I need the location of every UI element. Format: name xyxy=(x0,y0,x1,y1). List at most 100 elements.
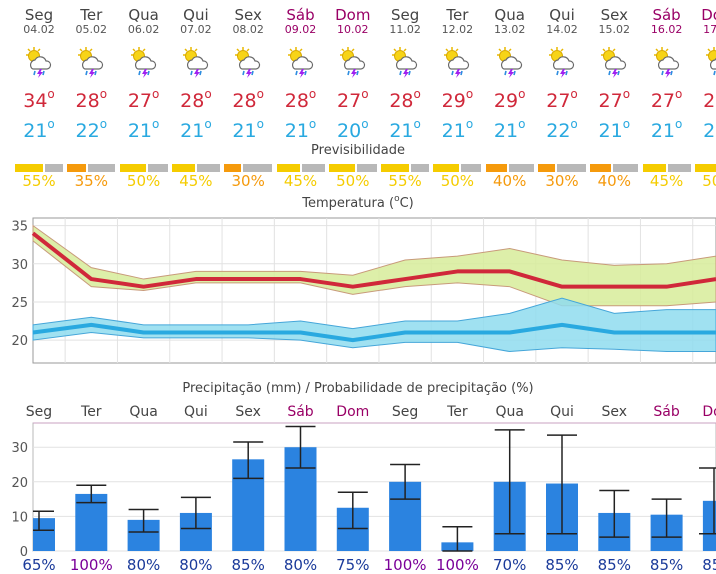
min-temperature: 21o xyxy=(484,117,536,142)
predictability-rest xyxy=(508,164,534,172)
degree-sign: o xyxy=(675,87,683,101)
predictability-fill xyxy=(224,164,242,172)
predictability-percent: 40% xyxy=(597,172,631,190)
day-name: Dom xyxy=(701,6,716,24)
temperature-min-line xyxy=(32,322,716,343)
predictability-bar xyxy=(381,164,430,172)
degree-sign: o xyxy=(622,117,631,131)
degree-sign: o xyxy=(308,117,317,131)
sun-cloud-rain-thunder-icon xyxy=(703,46,716,78)
degree-sign: o xyxy=(204,117,212,131)
y-tick-label: 20 xyxy=(11,334,28,349)
degree-sign: o xyxy=(570,117,578,131)
min-temperature-value: 22 xyxy=(75,120,100,142)
predictability-rest xyxy=(196,164,220,172)
predictability-fill xyxy=(119,164,146,172)
predictability-bar xyxy=(328,164,377,172)
precipitation-probability: 80% xyxy=(179,556,213,574)
precipitation-day-label: Dom xyxy=(336,404,370,420)
min-temperature-value: 21 xyxy=(650,120,676,142)
max-temperature-value: 27 xyxy=(650,90,676,112)
max-temperature-value: 28 xyxy=(232,90,257,112)
predictability-fill xyxy=(67,164,87,172)
sun-cloud-rain-thunder-icon xyxy=(23,46,55,78)
degree-sign: o xyxy=(675,117,683,131)
max-temperature-value: 28 xyxy=(389,90,414,112)
predictability-percent: 50% xyxy=(336,172,370,190)
precipitation-probability: 100% xyxy=(435,556,479,574)
min-temperature-value: 22 xyxy=(546,120,571,142)
predictability-rest xyxy=(356,164,377,172)
temperature-title: Temperatura (oC) xyxy=(302,194,414,211)
day-header: Qua 13.02 xyxy=(484,6,536,37)
max-temperature: 28o xyxy=(275,87,327,112)
day-date: 08.02 xyxy=(232,23,264,36)
y-tick-label: 35 xyxy=(11,220,28,235)
max-temperature: 29o xyxy=(484,87,536,112)
precipitation-day-label: Seg xyxy=(391,404,419,420)
day-date: 11.02 xyxy=(389,23,421,36)
predictability-percent: 50% xyxy=(702,172,716,190)
precipitation-day-label: Qui xyxy=(183,404,208,420)
min-temperature: 21o xyxy=(431,117,483,142)
day-name: Qua xyxy=(494,6,525,24)
degree-sign: o xyxy=(204,87,212,101)
predictability-bar xyxy=(538,164,586,172)
precipitation-probability: 100% xyxy=(383,556,427,574)
min-temperature: 21o xyxy=(118,117,170,142)
day-name: Qui xyxy=(183,6,209,24)
y-tick-label: 30 xyxy=(11,441,28,456)
day-header: Seg 11.02 xyxy=(379,8,431,37)
sun-cloud-rain-thunder-icon xyxy=(546,46,578,78)
degree-sign: o xyxy=(99,87,108,101)
min-temperature: 21o xyxy=(222,117,274,142)
day-name: Qui xyxy=(549,6,575,24)
max-temperature: 34o xyxy=(13,87,65,112)
predictability-title: Previsibilidade xyxy=(311,143,405,158)
y-tick-label: 10 xyxy=(11,510,28,525)
max-temperature: 29o xyxy=(431,87,483,112)
temperature-max-line xyxy=(31,231,716,289)
predictability-bar xyxy=(642,164,691,172)
min-temperature-value: 21 xyxy=(180,120,205,142)
day-name: Ter xyxy=(80,6,103,24)
predictability-bar xyxy=(119,164,168,172)
precipitation-title: Precipitação (mm) / Probabilidade de pre… xyxy=(182,381,534,396)
precipitation-probability: 85% xyxy=(231,556,265,574)
sun-cloud-rain-thunder-icon xyxy=(441,46,473,78)
day-header: Ter 12.02 xyxy=(431,8,483,37)
predictability-fill xyxy=(171,164,195,172)
degree-sign: o xyxy=(47,87,55,101)
min-temperature-value: 21 xyxy=(232,120,257,142)
day-header: Dom 10.02 xyxy=(327,8,379,37)
max-temperature-value: 29 xyxy=(493,90,519,112)
min-temperature-value: 21 xyxy=(441,120,466,142)
predictability-rest xyxy=(613,164,639,172)
predictability-bar xyxy=(224,164,273,172)
temperature-max-band xyxy=(32,224,716,307)
max-temperature: 27o xyxy=(536,87,588,112)
predictability-bar xyxy=(433,164,482,172)
max-temperature: 28o xyxy=(170,87,222,112)
sun-cloud-rain-thunder-icon xyxy=(494,46,526,78)
precipitation-probability: 85% xyxy=(545,556,579,574)
predictability-percent: 55% xyxy=(388,172,422,190)
max-temperature-value: 34 xyxy=(23,90,48,112)
precipitation-day-label: Qui xyxy=(550,404,574,420)
min-temperature: 21o xyxy=(275,117,327,142)
min-temperature: 21o xyxy=(641,117,693,142)
precipitation-probability: 80% xyxy=(283,556,318,574)
predictability-bar xyxy=(694,164,716,172)
predictability-percent: 35% xyxy=(74,172,108,190)
predictability-percent: 40% xyxy=(493,172,527,190)
predictability-fill xyxy=(433,164,460,172)
min-temperature-value: 21 xyxy=(284,120,309,142)
predictability-rest xyxy=(411,164,430,172)
min-temperature-value: 20 xyxy=(337,120,362,142)
precipitation-day-label: Qua xyxy=(129,404,158,420)
degree-sign: o xyxy=(256,117,264,131)
precipitation-probability: 85% xyxy=(597,556,631,574)
day-header: Dom17.02 xyxy=(693,6,716,37)
predictability-bar xyxy=(485,164,534,172)
